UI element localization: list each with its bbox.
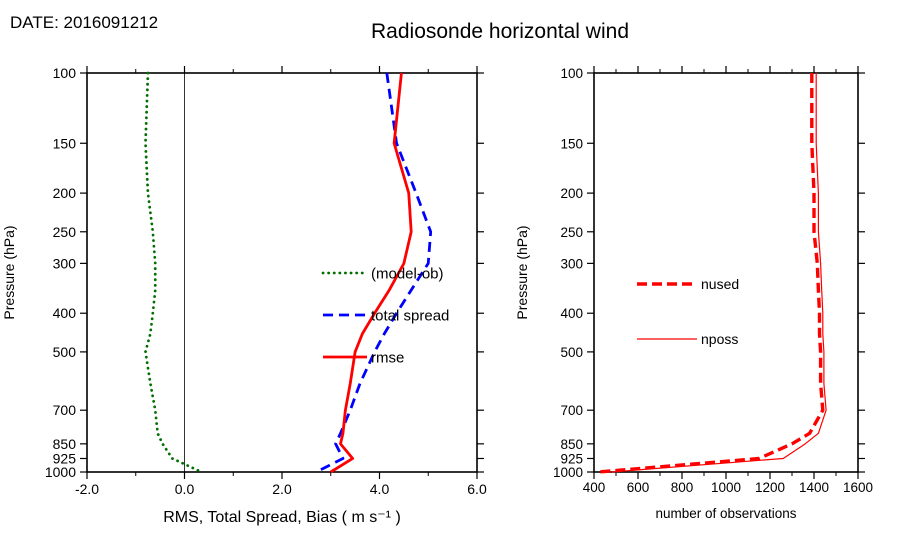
y-tick-label: 250 bbox=[53, 224, 77, 240]
legend-label-total-spread: total spread bbox=[371, 307, 449, 324]
x-tick-label: 0.0 bbox=[175, 481, 195, 497]
y-tick-label: 200 bbox=[560, 186, 583, 201]
x-tick-label: -2.0 bbox=[75, 481, 99, 497]
y-tick-label: 150 bbox=[560, 136, 583, 151]
y-tick-label: 1000 bbox=[45, 464, 76, 480]
y-tick-label: 700 bbox=[560, 403, 583, 418]
y-tick-label: 400 bbox=[560, 306, 583, 321]
y-tick-label: 400 bbox=[53, 305, 77, 321]
legend-item-model-ob: (model-ob) bbox=[321, 265, 444, 282]
x-tick-label: 1000 bbox=[711, 480, 741, 495]
y-tick-label: 100 bbox=[560, 66, 583, 81]
y-tick-label: 500 bbox=[560, 345, 583, 360]
legend-item-total-spread: total spread bbox=[323, 307, 449, 324]
y-tick-label: 850 bbox=[53, 436, 77, 452]
y-tick-label: 500 bbox=[53, 344, 77, 360]
y-tick-label: 925 bbox=[53, 450, 77, 466]
chart-title: Radiosonde horizontal wind bbox=[371, 20, 629, 43]
panel-obs-count: 400 600 800 1000 1200 1400 1600 100 150 200 250 300… bbox=[514, 66, 873, 521]
x-tick-label: 6.0 bbox=[467, 481, 487, 497]
legend-item-nused: nused bbox=[637, 276, 739, 292]
y-tick-label: 700 bbox=[53, 402, 77, 418]
series-rmse bbox=[330, 72, 413, 474]
legend-label-rmse: rmse bbox=[371, 349, 404, 366]
y-tick-label: 200 bbox=[53, 185, 77, 201]
y-tick-label: 250 bbox=[560, 225, 583, 240]
y-tick-label: 100 bbox=[53, 65, 77, 81]
axes-wind-stats: -2.0 0.0 2.0 4.0 6.0 100 150 200 250 300 400 500 700… bbox=[1, 65, 487, 526]
x-tick-label: 400 bbox=[583, 480, 606, 495]
legend-wind-stats: (model-ob) total spread rmse bbox=[321, 265, 449, 366]
y-tick-label: 850 bbox=[560, 437, 583, 452]
legend-label-model-ob: (model-ob) bbox=[371, 265, 444, 282]
x-tick-label: 2.0 bbox=[272, 481, 292, 497]
legend-label-nposs: nposs bbox=[701, 331, 738, 347]
y-axis-title: Pressure (hPa) bbox=[514, 225, 530, 319]
series-total-spread bbox=[315, 72, 433, 474]
date-label: DATE: 2016091212 bbox=[10, 13, 159, 32]
x-tick-label: 600 bbox=[627, 480, 650, 495]
y-tick-label: 150 bbox=[53, 135, 77, 151]
legend-obs-count: nused nposs bbox=[637, 276, 739, 347]
x-tick-label: 1400 bbox=[799, 480, 829, 495]
y-tick-label: 300 bbox=[53, 255, 77, 271]
x-axis-title: number of observations bbox=[655, 506, 796, 521]
x-tick-label: 4.0 bbox=[370, 481, 390, 497]
x-tick-label: 1600 bbox=[843, 480, 873, 495]
y-tick-label: 300 bbox=[560, 256, 583, 271]
series-nused bbox=[598, 73, 825, 474]
panel-wind-stats: -2.0 0.0 2.0 4.0 6.0 100 150 200 250 300 400 500 700… bbox=[1, 65, 487, 526]
legend-item-rmse: rmse bbox=[323, 349, 404, 366]
y-tick-label: 925 bbox=[560, 451, 583, 466]
x-tick-label: 800 bbox=[671, 480, 694, 495]
y-tick-label: 1000 bbox=[553, 465, 583, 480]
legend-item-nposs: nposs bbox=[637, 331, 738, 347]
legend-label-nused: nused bbox=[701, 276, 739, 292]
axes-obs-count: 400 600 800 1000 1200 1400 1600 100 150 200 250 300… bbox=[514, 66, 873, 521]
series-nposs bbox=[611, 73, 827, 473]
y-axis-title: Pressure (hPa) bbox=[1, 225, 17, 319]
x-axis-title: RMS, Total Spread, Bias ( m s⁻¹ ) bbox=[163, 509, 401, 526]
series-model-ob bbox=[144, 71, 203, 474]
x-tick-label: 1200 bbox=[755, 480, 785, 495]
